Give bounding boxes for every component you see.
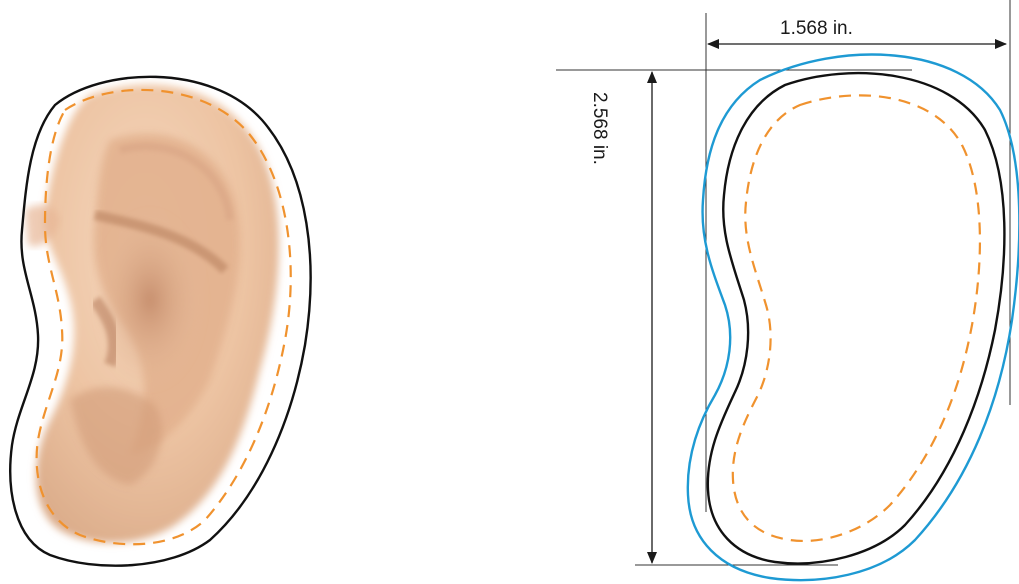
template-dashed-guide	[731, 94, 982, 542]
cut-template: 1.568 in. 2.568 in.	[556, 0, 1019, 582]
width-dimension-label: 1.568 in.	[780, 18, 853, 39]
bleed-outline	[686, 53, 1019, 582]
ear-cut-outline	[9, 75, 312, 567]
ear-illustration	[25, 84, 279, 543]
ear-dashed-guide	[35, 88, 292, 546]
template-cut-outline	[706, 71, 1006, 565]
height-dimension-label: 2.568 in.	[589, 92, 610, 165]
ear-sticker	[9, 75, 312, 567]
